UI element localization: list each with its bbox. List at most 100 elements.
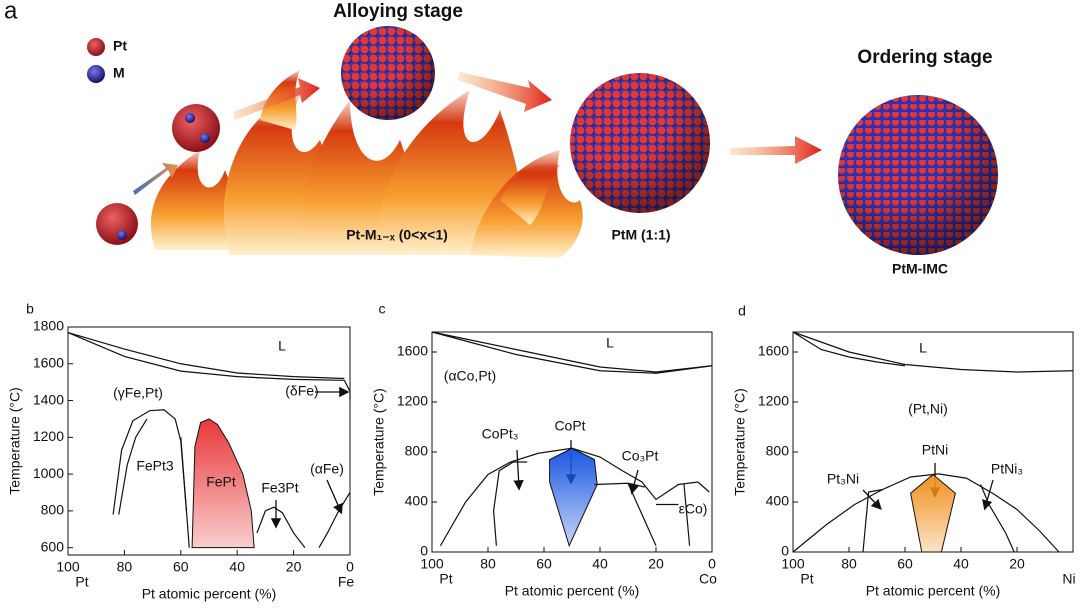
x-tick-label: 0 <box>346 559 354 575</box>
y-axis-label: Temperature (°C) <box>732 388 748 496</box>
stage-title: Alloying stage <box>333 1 463 22</box>
phase-boundary <box>112 409 188 515</box>
y-tick-label: 600 <box>41 538 65 554</box>
phase-boundary <box>792 331 906 367</box>
y-tick-label: 800 <box>405 443 429 459</box>
x-tick-label: 40 <box>592 556 608 572</box>
phase-boundary <box>256 506 306 549</box>
x-tick-label: 20 <box>286 559 302 575</box>
x-tick-label: 0 <box>708 556 716 572</box>
end-label: Pt <box>439 571 452 587</box>
plot-frame <box>792 331 1074 553</box>
y-tick-label: 1600 <box>758 343 789 359</box>
x-axis-label: Pt atomic percent (%) <box>866 583 1001 599</box>
phase-boundary <box>439 447 710 547</box>
end-label: Ni <box>1062 571 1075 587</box>
phase-label: (δFe) <box>285 383 318 399</box>
caption: Pt-M₁₋ₓ (0<x<1) <box>346 227 448 243</box>
end-label: Fe <box>338 574 355 590</box>
phase-label: Co₃Pt <box>622 448 659 464</box>
phase-region <box>910 473 956 553</box>
panel-label: d <box>738 303 746 319</box>
phase-boundary <box>683 484 691 546</box>
phase-boundary <box>180 437 190 548</box>
phase-label: FePt3 <box>136 458 174 474</box>
y-tick-label: 1200 <box>758 393 789 409</box>
x-tick-label: 100 <box>56 559 80 575</box>
phase-boundary <box>627 483 657 546</box>
x-tick-label: 20 <box>1009 556 1025 572</box>
phase-boundary <box>118 418 148 515</box>
phase-boundary <box>318 492 351 548</box>
x-tick-label: 60 <box>897 556 913 572</box>
y-tick-label: 1800 <box>33 318 64 334</box>
phase-label: Fe3Pt <box>261 480 298 496</box>
phase-label: L <box>278 338 286 354</box>
phase-boundary <box>431 331 713 374</box>
phase-label: Pt₃Ni <box>827 471 859 487</box>
x-tick-label: 60 <box>173 559 189 575</box>
y-tick-label: 0 <box>781 543 789 559</box>
legend-label: Pt <box>113 38 127 54</box>
y-axis-label: Temperature (°C) <box>7 387 23 495</box>
phase-boundary <box>67 331 345 380</box>
illustration <box>87 26 998 258</box>
phase-label: (αFe) <box>310 461 344 477</box>
x-tick-label: 20 <box>648 556 664 572</box>
phase-region <box>549 447 598 548</box>
end-label: Pt <box>75 574 88 590</box>
legend-label: M <box>113 65 125 81</box>
y-tick-label: 1600 <box>397 343 428 359</box>
phase-boundary <box>343 380 351 401</box>
end-label: Pt <box>800 571 813 587</box>
y-tick-label: 0 <box>420 543 428 559</box>
caption: PtM (1:1) <box>611 227 670 243</box>
phase-label: (Pt,Ni) <box>908 401 948 417</box>
phase-label: εCo) <box>679 501 708 517</box>
phase-label: L <box>919 340 927 356</box>
x-axis-label: Pt atomic percent (%) <box>142 586 277 602</box>
x-axis-label: Pt atomic percent (%) <box>505 583 640 599</box>
y-tick-label: 1200 <box>397 393 428 409</box>
y-tick-label: 400 <box>766 493 790 509</box>
x-tick-label: 100 <box>781 556 805 572</box>
phase-label: PtNi₃ <box>991 461 1023 477</box>
phase-boundary <box>492 461 528 546</box>
y-tick-label: 1000 <box>33 465 64 481</box>
phase-label: L <box>606 335 614 351</box>
y-tick-label: 1200 <box>33 428 64 444</box>
y-tick-label: 800 <box>41 502 65 518</box>
x-tick-label: 100 <box>420 556 444 572</box>
phase-boundary <box>67 331 345 381</box>
y-axis-label: Temperature (°C) <box>371 388 387 496</box>
stage-title: Ordering stage <box>857 47 992 68</box>
phase-boundary <box>862 488 883 553</box>
phase-label: CoPt₃ <box>482 426 519 442</box>
panel-label: c <box>379 301 386 317</box>
x-tick-label: 80 <box>841 556 857 572</box>
phase-boundary <box>431 331 713 373</box>
caption: PtM-IMC <box>892 261 948 277</box>
x-tick-label: 80 <box>117 559 133 575</box>
phase-boundary <box>980 484 1015 553</box>
phase-region <box>191 418 255 549</box>
panel-label: a <box>4 0 18 24</box>
phase-label: FePt <box>206 474 236 490</box>
y-tick-label: 1600 <box>33 354 64 370</box>
panel-label: b <box>26 301 34 317</box>
y-tick-label: 800 <box>766 443 790 459</box>
plot-frame <box>431 331 713 553</box>
x-tick-label: 40 <box>229 559 245 575</box>
x-tick-label: 60 <box>536 556 552 572</box>
phase-label: PtNi <box>922 442 948 458</box>
y-tick-label: 400 <box>405 493 429 509</box>
phase-boundary <box>594 482 645 488</box>
phase-label: (γFe,Pt) <box>113 385 163 401</box>
x-tick-label: 40 <box>953 556 969 572</box>
end-label: Co <box>699 571 717 587</box>
y-tick-label: 1400 <box>33 391 64 407</box>
phase-label: (αCo,Pt) <box>444 368 496 384</box>
phase-boundary <box>792 331 1074 373</box>
x-tick-label: 80 <box>480 556 496 572</box>
